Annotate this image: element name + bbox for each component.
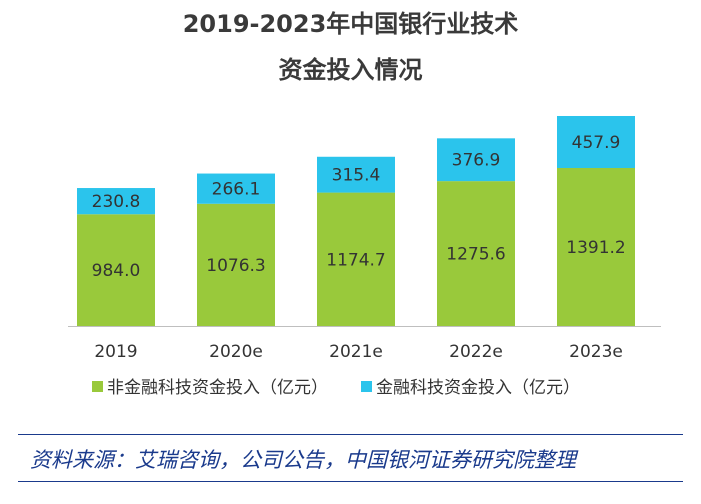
legend-label-fintech: 金融科技资金投入（亿元） [376, 378, 580, 398]
source-bottom-rule [18, 481, 683, 482]
bar-non-fintech-2021e [317, 192, 395, 326]
legend-label-non-fintech: 非金融科技资金投入（亿元） [107, 378, 328, 398]
bar-fintech-2022e [437, 138, 515, 182]
x-tick-label-2021e: 2021e [329, 342, 383, 362]
data-label-non-fintech-2022e: 1275.6 [446, 245, 505, 265]
data-label-non-fintech-2021e: 1174.7 [326, 250, 385, 270]
bar-non-fintech-2023e [557, 168, 635, 326]
bar-non-fintech-2022e [437, 181, 515, 326]
data-label-non-fintech-2023e: 1391.2 [566, 238, 625, 258]
bar-non-fintech-2019 [77, 214, 155, 326]
x-tick-label-2020e: 2020e [209, 342, 263, 362]
bar-fintech-2019 [77, 188, 155, 215]
data-label-fintech-2020e: 266.1 [212, 180, 261, 200]
data-label-fintech-2023e: 457.9 [572, 133, 621, 153]
chart-title-line2: 资金投入情况 [278, 56, 423, 84]
bar-fintech-2023e [557, 115, 635, 168]
data-label-non-fintech-2019: 984.0 [92, 261, 141, 281]
bar-non-fintech-2020e [197, 203, 275, 326]
x-tick-label-2023e: 2023e [569, 342, 623, 362]
data-label-fintech-2019: 230.8 [92, 192, 141, 212]
data-label-non-fintech-2020e: 1076.3 [206, 256, 265, 276]
bar-fintech-2021e [317, 156, 395, 193]
x-tick-label-2019: 2019 [94, 342, 137, 362]
legend-swatch-non-fintech [92, 381, 103, 392]
stacked-bar-chart: 984.0 230.8 2019 1076.3 266.1 2020e 1174.7 315.… [68, 115, 661, 398]
legend-swatch-fintech [361, 381, 372, 392]
x-tick-label-2022e: 2022e [449, 342, 503, 362]
source-top-rule [18, 434, 683, 435]
bar-fintech-2020e [197, 173, 275, 204]
data-label-fintech-2021e: 315.4 [332, 166, 381, 186]
chart-title-line1: 2019-2023年中国银行业技术 [182, 10, 519, 38]
data-label-fintech-2022e: 376.9 [452, 151, 501, 171]
source-note: 资料来源：艾瑞咨询，公司公告，中国银河证券研究院整理 [30, 448, 576, 472]
